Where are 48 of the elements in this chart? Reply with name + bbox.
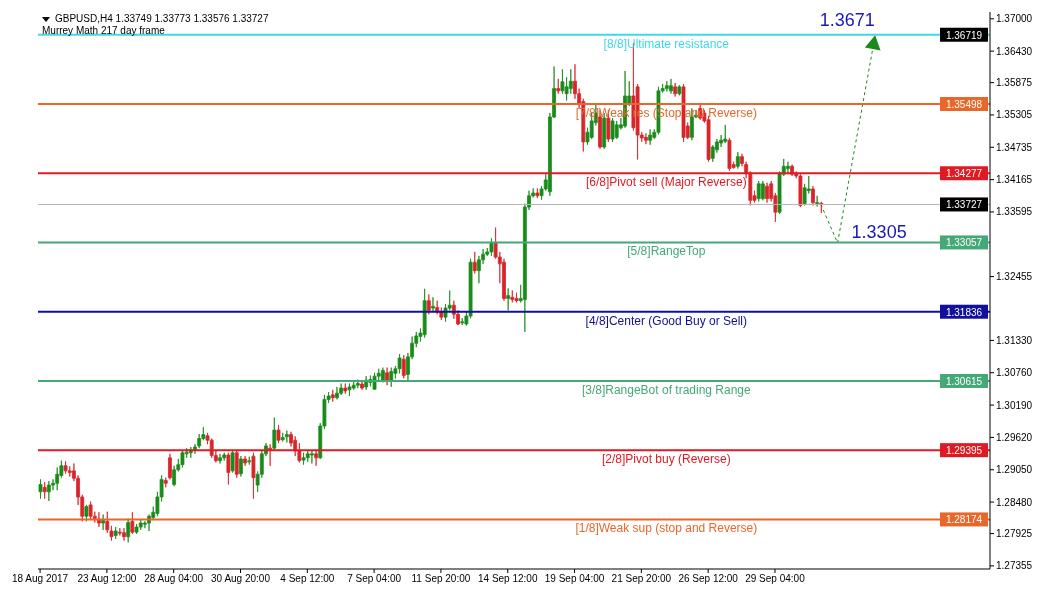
annotation: 1.3305: [851, 221, 907, 242]
y-tick-label: 1.33595: [996, 206, 1033, 218]
x-tick-label: 19 Sep 04:00: [544, 573, 605, 585]
annotation: 1.33057: [945, 237, 983, 249]
x-tick-label: 7 Sep 04:00: [347, 573, 402, 585]
annotation: 1.28174: [945, 514, 983, 526]
annotation: 1.34277: [945, 168, 983, 180]
x-tick-label: 21 Sep 20:00: [611, 573, 672, 585]
y-tick-label: 1.29050: [996, 464, 1033, 476]
x-tick-label: 28 Aug 04:00: [144, 573, 204, 585]
y-tick-label: 1.34165: [996, 174, 1033, 186]
annotation: 1.36719: [945, 29, 983, 41]
x-tick-label: 30 Aug 20:00: [211, 573, 271, 585]
y-tick-label: 1.27925: [996, 528, 1033, 540]
annotation: 1.30615: [945, 375, 983, 387]
ref-line-label: [4/8]Center (Good Buy or Sell): [585, 313, 748, 328]
y-tick-label: 1.37000: [996, 13, 1033, 25]
y-tick-label: 1.27355: [996, 560, 1033, 572]
ref-line-label: [5/8]RangeTop: [627, 244, 706, 259]
y-tick-label: 1.30760: [996, 367, 1033, 379]
x-tick-label: 4 Sep 12:00: [280, 573, 335, 585]
y-tick-label: 1.29620: [996, 431, 1033, 443]
annotation: 1.29395: [945, 445, 983, 457]
y-tick-label: 1.36430: [996, 45, 1033, 57]
x-tick-label: 26 Sep 12:00: [678, 573, 739, 585]
ref-line-label: [8/8]Ultimate resistance: [603, 36, 730, 51]
y-tick-label: 1.34735: [996, 141, 1033, 153]
y-tick-label: 1.31330: [996, 334, 1033, 346]
ref-line-label: [3/8]RangeBot of trading Range: [581, 382, 752, 397]
y-tick-label: 1.32455: [996, 271, 1033, 283]
x-tick-label: 18 Aug 2017: [12, 573, 69, 585]
ref-line-label: [6/8]Pivot sell (Major Reverse): [585, 175, 747, 190]
x-tick-label: 23 Aug 12:00: [77, 573, 137, 585]
chart-title: GBPUSD,H4 1.33749 1.33773 1.33576 1.33727: [55, 13, 269, 25]
annotation: 1.35498: [945, 99, 983, 110]
ref-line-label: [1/8]Weak sup (stop and Reverse): [575, 521, 758, 536]
y-tick-label: 1.35875: [996, 77, 1033, 89]
ref-line-label: [2/8]Pivot buy (Reverse): [601, 452, 731, 467]
annotation: 1.31836: [945, 306, 983, 318]
x-tick-label: 29 Sep 04:00: [745, 573, 806, 585]
y-tick-label: 1.35305: [996, 109, 1033, 121]
x-tick-label: 11 Sep 20:00: [411, 573, 471, 585]
annotation: 1.33727: [945, 199, 983, 211]
y-tick-label: 1.30190: [996, 399, 1033, 411]
x-tick-label: 14 Sep 12:00: [477, 573, 538, 585]
y-tick-label: 1.28480: [996, 496, 1033, 508]
text: Murrey Math 217 day frame: [42, 25, 166, 37]
annotation: 1.3671: [819, 10, 875, 31]
